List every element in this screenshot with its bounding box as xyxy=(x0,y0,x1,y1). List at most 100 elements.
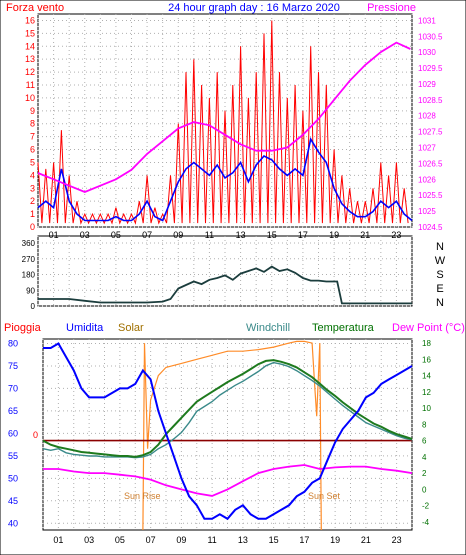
hour-tick-label: 15 xyxy=(269,535,279,545)
hour-tick-label: 17 xyxy=(299,535,309,545)
hour-tick-label: 01 xyxy=(53,535,63,545)
temperature-tick-label: -4 xyxy=(422,518,430,527)
sunrise-label: Sun Rise xyxy=(124,491,161,501)
wind-average-line xyxy=(37,137,413,222)
pressure-tick-label: 1025 xyxy=(418,207,436,216)
hour-tick-label: 09 xyxy=(173,230,183,240)
wind-tick-label: 11 xyxy=(26,80,35,90)
pressure-tick-label: 1030.5 xyxy=(418,32,443,41)
wind-tick-label: 3 xyxy=(30,183,35,193)
hour-tick-label: 01 xyxy=(49,230,59,240)
compass-label: N xyxy=(436,241,444,253)
temperature-tick-label: 16 xyxy=(422,355,431,364)
legend-solar: Solar xyxy=(118,322,144,334)
temperature-tick-label: 6 xyxy=(422,437,427,446)
hour-tick-label: 09 xyxy=(176,535,186,545)
legend-dewpoint: Dew Point (°C) xyxy=(392,322,465,334)
temperature-tick-label: 12 xyxy=(422,388,431,397)
legend-temperatura: Temperatura xyxy=(312,322,375,334)
hour-tick-label: 05 xyxy=(115,535,125,545)
wind-direction-line xyxy=(38,265,412,305)
compass-label: S xyxy=(436,269,443,281)
hour-tick-label: 23 xyxy=(392,535,402,545)
legend: Pioggia Umidita Solar Windchill Temperat… xyxy=(4,322,465,334)
hour-tick-label: 23 xyxy=(391,230,401,240)
humidity-line xyxy=(43,342,413,521)
humidity-tick-label: 40 xyxy=(8,518,18,528)
direction-tick-label: 180 xyxy=(22,271,36,280)
temperature-tick-label: 10 xyxy=(422,404,431,413)
temperature-tick-label: 8 xyxy=(422,420,427,429)
hour-tick-label: 21 xyxy=(360,230,370,240)
pressure-tick-label: 1025.5 xyxy=(418,191,443,200)
wind-tick-label: 12 xyxy=(25,67,35,77)
temperature-line xyxy=(42,359,413,458)
humidity-tick-label: 80 xyxy=(8,338,18,348)
temperature-humidity-panel: 40 45 50 55 60 65 70 75 80 -4 -2 0 2 4 6 8 10 12 14 16 18 0… xyxy=(8,338,431,545)
wind-tick-label: 15 xyxy=(25,28,35,38)
humidity-tick-label: 70 xyxy=(8,383,18,393)
humidity-axis-ticks: 40 45 50 55 60 65 70 75 80 xyxy=(8,338,18,528)
wind-tick-label: 8 xyxy=(30,119,35,129)
pressure-tick-label: 1026 xyxy=(418,175,436,184)
temperature-tick-label: 14 xyxy=(422,372,431,381)
pressure-tick-label: 1029.5 xyxy=(418,64,443,73)
pressure-tick-label: 1031 xyxy=(418,16,436,25)
windchill-line xyxy=(42,361,413,459)
wind-tick-label: 13 xyxy=(25,54,35,64)
pressure-axis-ticks: 1024.5 1025 1025.5 1026 1026.5 1027 1027.5 1028… xyxy=(418,16,443,232)
direction-tick-label: 0 xyxy=(31,302,36,311)
wind-tick-label: 7 xyxy=(30,132,35,142)
legend-pioggia: Pioggia xyxy=(4,322,42,334)
direction-axis-ticks: 0 90 180 270 360 xyxy=(22,239,36,311)
rain-zero-label: 0 xyxy=(33,430,38,440)
humidity-tick-label: 60 xyxy=(8,428,18,438)
pressure-tick-label: 1029 xyxy=(418,80,436,89)
direction-tick-label: 360 xyxy=(22,239,36,248)
chart-title: 24 hour graph day : 16 Marzo 2020 xyxy=(168,2,340,14)
direction-tick-label: 270 xyxy=(22,255,36,264)
hour-tick-label: 13 xyxy=(238,535,248,545)
pressure-tick-label: 1028.5 xyxy=(418,96,443,105)
wind-tick-label: 0 xyxy=(30,222,35,232)
series xyxy=(38,265,412,305)
pressure-tick-label: 1024.5 xyxy=(418,223,443,232)
wind-tick-label: 5 xyxy=(30,157,35,167)
wind-tick-label: 1 xyxy=(30,209,35,219)
pressure-label: Pressione xyxy=(367,2,416,14)
humidity-tick-label: 75 xyxy=(8,361,18,371)
temperature-axis-ticks: -4 -2 0 2 4 6 8 10 12 14 16 18 xyxy=(422,339,431,527)
hour-tick-label: 11 xyxy=(205,230,214,240)
wind-tick-label: 4 xyxy=(30,170,35,180)
wind-force-label: Forza vento xyxy=(6,2,64,14)
pressure-tick-label: 1027.5 xyxy=(418,128,443,137)
pressure-tick-label: 1030 xyxy=(418,48,436,57)
direction-tick-label: 90 xyxy=(26,286,35,295)
pressure-tick-label: 1026.5 xyxy=(418,159,443,168)
humidity-tick-label: 65 xyxy=(8,406,18,416)
humidity-tick-label: 50 xyxy=(8,473,18,483)
pressure-tick-label: 1027 xyxy=(418,144,436,153)
hour-axis-ticks: 01 03 05 07 09 11 13 15 17 19 21 23 xyxy=(49,230,402,240)
hour-tick-label: 07 xyxy=(146,535,156,545)
dewpoint-line xyxy=(43,464,413,497)
hour-tick-label: 15 xyxy=(267,230,277,240)
hour-tick-label: 21 xyxy=(361,535,371,545)
wind-gust-line xyxy=(37,20,409,225)
grid xyxy=(42,339,413,530)
hour-tick-label: 19 xyxy=(329,230,339,240)
series xyxy=(42,340,413,531)
legend-windchill: Windchill xyxy=(246,322,290,334)
wind-tick-label: 2 xyxy=(30,196,35,206)
hour-tick-label: 13 xyxy=(236,230,246,240)
compass-label: W xyxy=(435,255,446,267)
temperature-tick-label: 18 xyxy=(422,339,431,348)
wind-tick-label: 16 xyxy=(25,15,35,25)
humidity-tick-label: 55 xyxy=(8,451,18,461)
pressure-tick-label: 1028 xyxy=(418,112,436,121)
